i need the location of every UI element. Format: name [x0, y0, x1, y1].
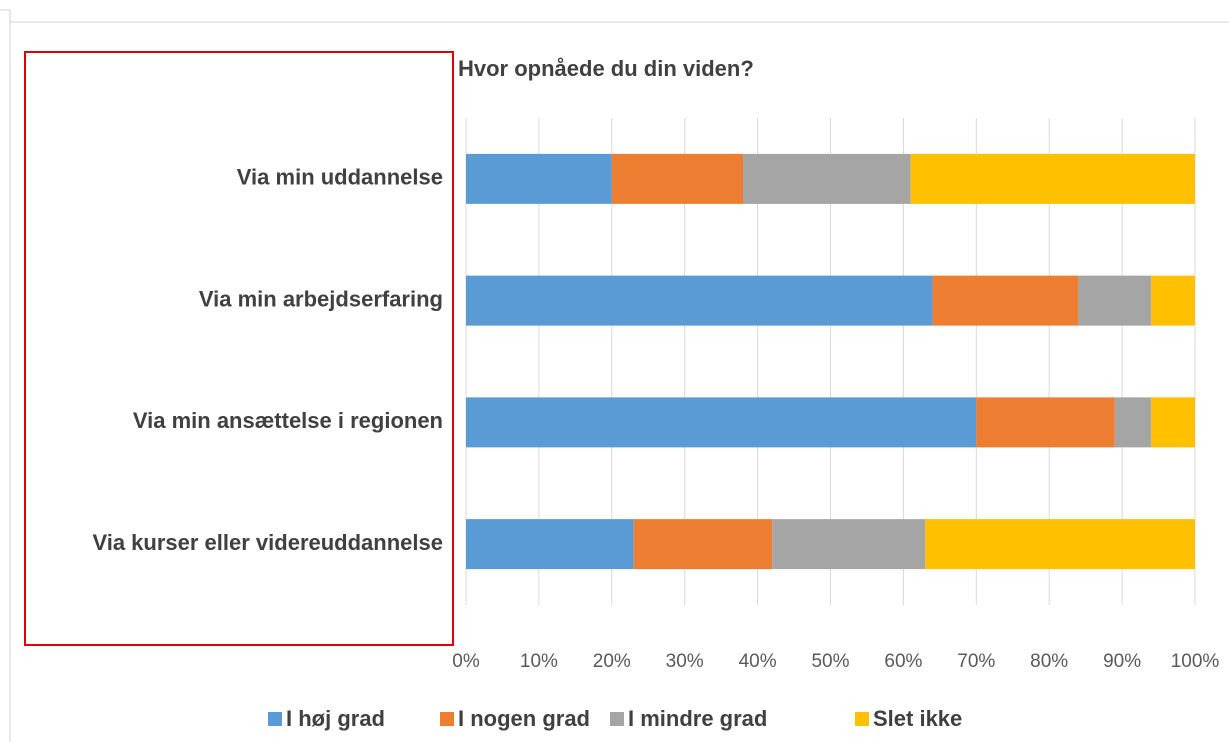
x-tick-label: 40%	[739, 651, 777, 672]
legend-swatch	[855, 712, 869, 726]
bar-segment	[466, 397, 977, 448]
bar-segment	[743, 153, 911, 204]
legend-label: I høj grad	[286, 706, 385, 731]
bar-segment	[466, 275, 933, 326]
x-tick-label: 100%	[1171, 651, 1220, 672]
y-tick-label: Via min ansættelse i regionen	[133, 408, 443, 433]
x-tick-label: 80%	[1030, 651, 1068, 672]
y-tick-label: Via min arbejdserfaring	[199, 286, 443, 311]
bar-segment	[466, 153, 612, 204]
bar-segment	[932, 275, 1079, 326]
legend-swatch	[268, 712, 282, 726]
highlight-box	[24, 51, 454, 646]
legend-swatch	[440, 712, 454, 726]
bar-segment	[466, 519, 634, 570]
x-tick-label: 60%	[884, 651, 922, 672]
bar-segment	[633, 519, 773, 570]
bar-segment	[1151, 275, 1195, 326]
legend-label: Slet ikke	[873, 706, 962, 731]
x-tick-label: 90%	[1103, 651, 1141, 672]
x-tick-label: 0%	[452, 651, 480, 672]
bar-segment	[1151, 397, 1195, 448]
bar-segment	[976, 397, 1115, 448]
chart-frame	[0, 9, 1229, 742]
bar-segment	[772, 519, 926, 570]
x-tick-label: 10%	[520, 651, 558, 672]
bar-segment	[1078, 275, 1152, 326]
legend-swatch	[610, 712, 624, 726]
x-tick-label: 30%	[666, 651, 704, 672]
bar-segment	[1114, 397, 1152, 448]
legend-label: I mindre grad	[628, 706, 767, 731]
bar-segment	[910, 153, 1195, 204]
x-tick-label: 20%	[593, 651, 631, 672]
chart-title: Hvor opnåede du din viden?	[458, 56, 754, 81]
y-tick-label: Via kurser eller videreuddannelse	[92, 530, 443, 555]
bar-segment	[611, 153, 744, 204]
legend-label: I nogen grad	[458, 706, 590, 731]
y-tick-label: Via min uddannelse	[237, 165, 443, 190]
x-tick-label: 50%	[811, 651, 849, 672]
bar-segment	[925, 519, 1195, 570]
x-tick-label: 70%	[957, 651, 995, 672]
